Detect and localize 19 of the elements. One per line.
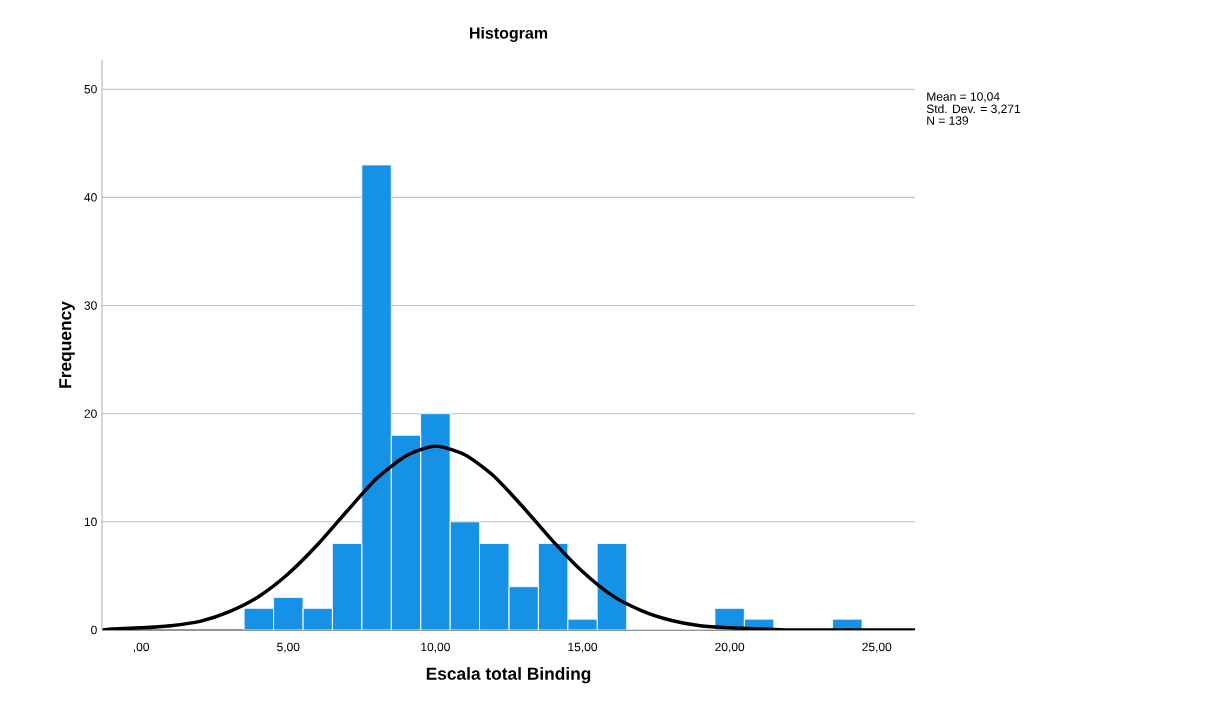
x-tick-label: ,00 [133, 642, 150, 653]
x-tick-label: 5,00 [277, 642, 300, 653]
y-tick-label: 50 [84, 84, 97, 94]
y-axis-title: Frequency [59, 301, 75, 388]
line-series [102, 444, 916, 630]
y-tick-label: 10 [84, 517, 97, 527]
x-axis-title: Escala total Binding [426, 667, 591, 684]
y-tick-label: 30 [84, 301, 97, 310]
text: Mean = 10,04 [927, 92, 1000, 103]
text: N = 139 [927, 116, 969, 125]
x-tick-label: 20,00 [715, 642, 745, 653]
x-tick-label: 15,00 [568, 642, 598, 653]
y-tick-label: 40 [84, 193, 97, 202]
chart-title: Histogram [470, 26, 548, 42]
x-tick-label: 25,00 [862, 642, 892, 653]
text: Std. Dev. = 3,271 [926, 104, 1021, 115]
y-tick-label: 0 [91, 625, 97, 635]
y-tick-label: 20 [84, 409, 97, 418]
x-tick-label: 10,00 [421, 642, 450, 653]
